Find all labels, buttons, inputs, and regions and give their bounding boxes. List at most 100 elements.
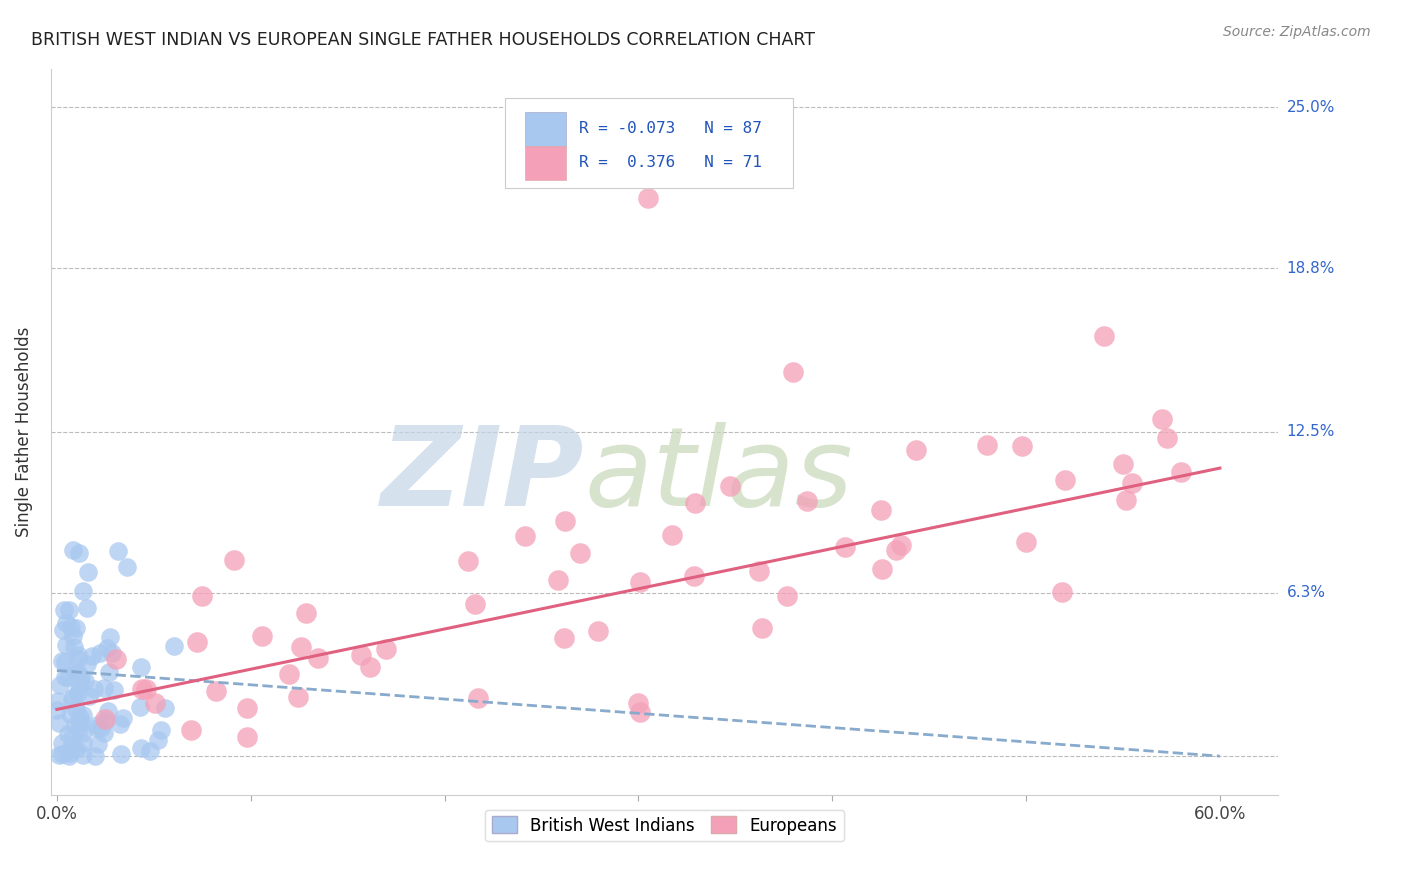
- Point: [1092, 328, 1115, 343]
- Point: [52, 624, 75, 638]
- Text: 25.0%: 25.0%: [1286, 100, 1334, 115]
- Point: [554, 514, 576, 528]
- Point: [55, 615, 77, 630]
- Point: [290, 640, 312, 655]
- Point: [65, 702, 87, 716]
- Point: [67, 722, 90, 736]
- Point: [586, 624, 609, 638]
- Point: [65, 741, 87, 756]
- Point: [72, 583, 94, 598]
- Point: [73, 674, 96, 689]
- Point: [76, 657, 98, 671]
- Point: [236, 701, 259, 715]
- Point: [66, 665, 89, 680]
- Point: [547, 573, 569, 587]
- Point: [103, 682, 125, 697]
- Point: [48, 715, 70, 730]
- Y-axis label: Single Father Households: Single Father Households: [15, 326, 32, 537]
- Point: [65, 665, 87, 680]
- Point: [56, 670, 79, 684]
- Point: [222, 553, 245, 567]
- Point: [93, 725, 115, 739]
- Point: [143, 697, 166, 711]
- Text: 12.5%: 12.5%: [1286, 425, 1334, 439]
- Point: [98, 630, 121, 644]
- Point: [117, 560, 139, 574]
- Point: [69, 709, 91, 723]
- Point: [58, 748, 80, 763]
- Point: [163, 639, 186, 653]
- Point: [48, 747, 70, 762]
- Point: [467, 691, 489, 706]
- Point: [278, 666, 301, 681]
- Point: [1015, 534, 1038, 549]
- Point: [683, 496, 706, 510]
- Point: [93, 712, 115, 726]
- Point: [513, 529, 536, 543]
- Text: R = -0.073   N = 87: R = -0.073 N = 87: [579, 121, 762, 136]
- Point: [87, 737, 110, 751]
- Point: [287, 690, 309, 704]
- Point: [86, 721, 108, 735]
- Point: [637, 191, 659, 205]
- Point: [83, 681, 105, 696]
- Point: [1121, 475, 1143, 490]
- Point: [135, 682, 157, 697]
- Point: [62, 542, 84, 557]
- Point: [67, 648, 90, 662]
- Point: [628, 575, 651, 590]
- Point: [96, 641, 118, 656]
- Point: [90, 721, 112, 735]
- Text: 18.8%: 18.8%: [1286, 260, 1334, 276]
- Point: [1170, 465, 1192, 479]
- Point: [65, 621, 87, 635]
- Point: [834, 540, 856, 554]
- Point: [60, 692, 83, 706]
- Point: [129, 741, 152, 756]
- Point: [51, 736, 73, 750]
- Point: [870, 503, 893, 517]
- Point: [62, 629, 84, 643]
- Point: [101, 646, 124, 660]
- Point: [72, 708, 94, 723]
- Point: [155, 701, 177, 715]
- Point: [250, 629, 273, 643]
- Point: [190, 589, 212, 603]
- Point: [870, 561, 893, 575]
- FancyBboxPatch shape: [524, 112, 567, 146]
- Point: [97, 665, 120, 680]
- Point: [45, 703, 67, 717]
- Point: [1150, 412, 1173, 426]
- Point: [568, 546, 591, 560]
- Point: [628, 705, 651, 719]
- Point: [52, 603, 75, 617]
- Point: [84, 748, 107, 763]
- Point: [110, 747, 132, 762]
- Point: [139, 744, 162, 758]
- Point: [62, 640, 84, 654]
- Point: [55, 638, 77, 652]
- Point: [457, 554, 479, 568]
- FancyBboxPatch shape: [524, 146, 567, 180]
- Point: [59, 742, 82, 756]
- Point: [72, 725, 94, 739]
- Point: [751, 621, 773, 635]
- Point: [58, 602, 80, 616]
- Text: 6.3%: 6.3%: [1286, 585, 1326, 600]
- Point: [976, 438, 998, 452]
- Point: [204, 684, 226, 698]
- Point: [683, 569, 706, 583]
- Point: [70, 671, 93, 685]
- Point: [890, 538, 912, 552]
- Text: BRITISH WEST INDIAN VS EUROPEAN SINGLE FATHER HOUSEHOLDS CORRELATION CHART: BRITISH WEST INDIAN VS EUROPEAN SINGLE F…: [31, 31, 815, 49]
- Point: [67, 546, 90, 560]
- Point: [150, 723, 173, 738]
- Point: [93, 681, 115, 695]
- Text: R =  0.376   N = 71: R = 0.376 N = 71: [579, 155, 762, 170]
- Point: [62, 728, 84, 742]
- Point: [80, 648, 103, 663]
- Point: [776, 589, 799, 603]
- FancyBboxPatch shape: [505, 97, 793, 188]
- Point: [60, 738, 83, 752]
- Point: [1156, 431, 1178, 445]
